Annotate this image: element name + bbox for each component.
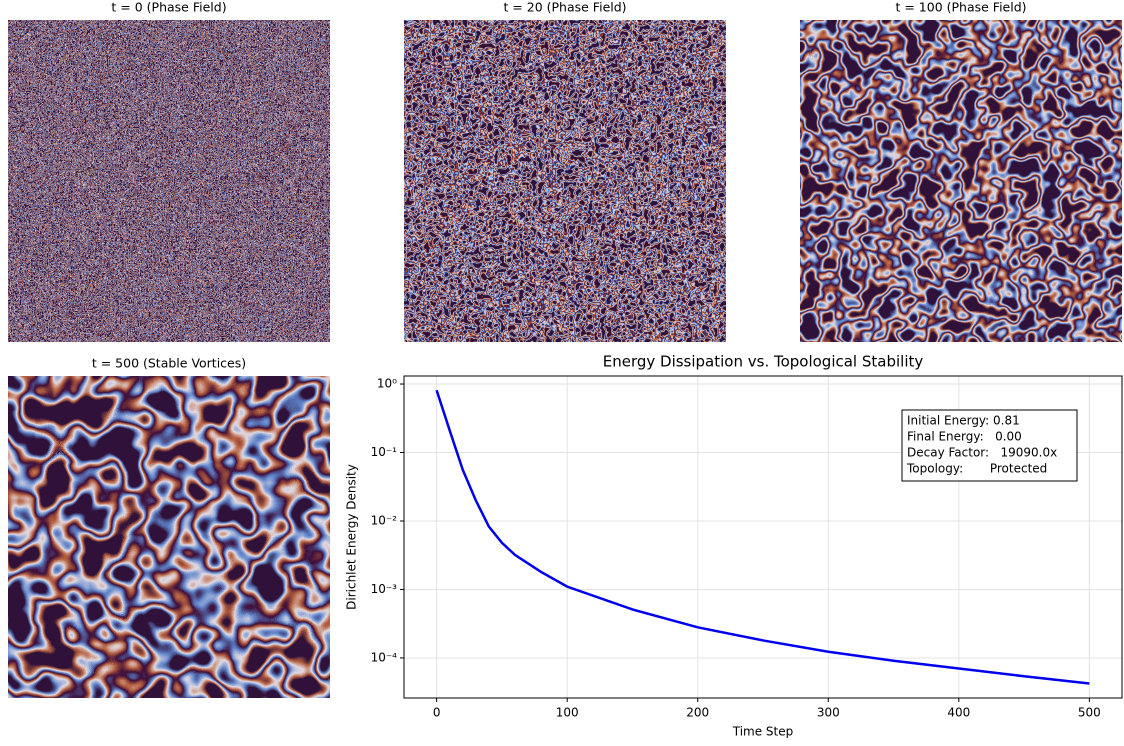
y-axis-label: Dirichlet Energy Density	[345, 464, 359, 610]
x-tick-label: 200	[686, 706, 709, 720]
x-tick-label: 300	[817, 706, 840, 720]
panel-title: t = 100 (Phase Field)	[895, 0, 1026, 15]
annotation-text: Decay Factor: 19090.0x	[907, 446, 1057, 460]
phase-field-image	[8, 376, 330, 698]
chart-title: Energy Dissipation vs. Topological Stabi…	[603, 353, 924, 371]
y-tick-label: 10⁻¹	[371, 445, 398, 459]
axes-frame	[403, 375, 1123, 699]
y-tick-label: 10⁻³	[371, 582, 398, 596]
y-tick-label: 10⁻⁴	[371, 650, 398, 664]
annotation-text: Initial Energy: 0.81	[907, 414, 1020, 428]
x-tick-label: 400	[947, 706, 970, 720]
phase-field-image	[800, 20, 1122, 342]
annotation-text: Final Energy: 0.00	[907, 430, 1022, 444]
y-tick-label: 10⁻²	[371, 513, 398, 527]
x-tick-label: 100	[556, 706, 579, 720]
energy-line	[435, 389, 1090, 685]
annotation-box	[901, 409, 1078, 482]
x-axis-label: Time Step	[732, 725, 794, 739]
panel-title: t = 500 (Stable Vortices)	[92, 356, 246, 371]
annotation-text: Topology: Protected	[906, 462, 1047, 476]
phase-field-image	[8, 20, 330, 342]
y-tick-label: 10⁰	[377, 377, 397, 391]
panel-title: t = 0 (Phase Field)	[111, 0, 226, 15]
x-tick-label: 500	[1078, 706, 1101, 720]
panel-title: t = 20 (Phase Field)	[503, 0, 626, 15]
x-tick-label: 0	[433, 706, 441, 720]
phase-field-image	[404, 20, 726, 342]
